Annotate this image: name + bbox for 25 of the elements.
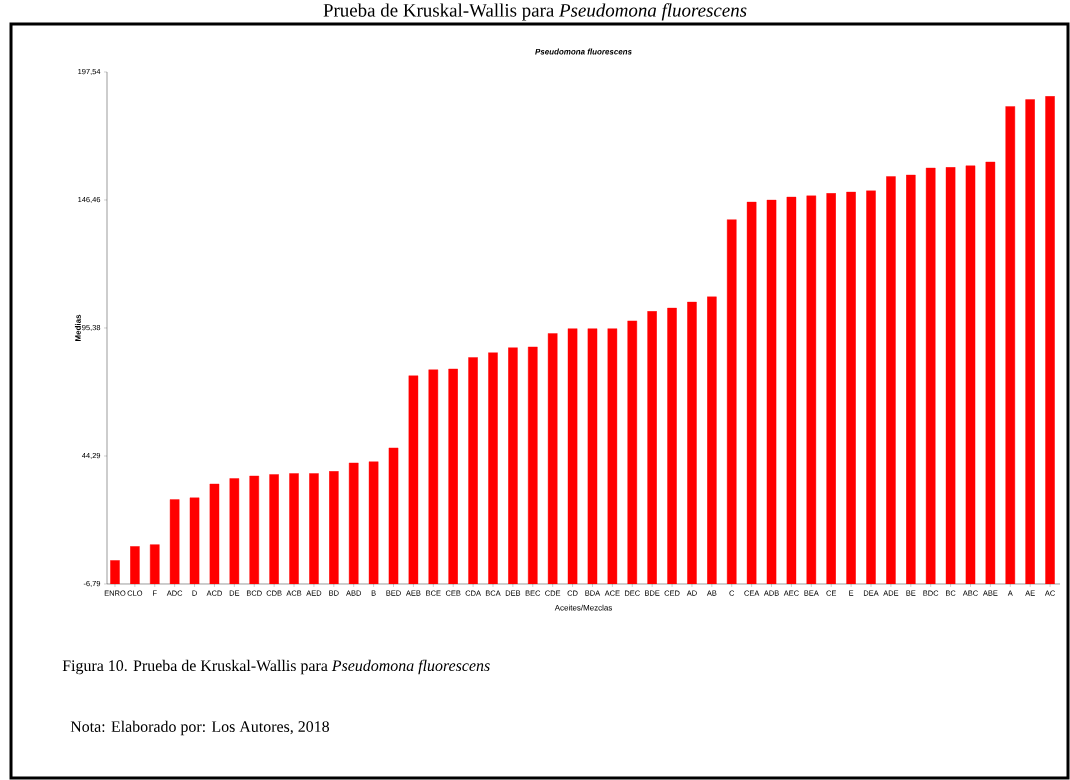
bar bbox=[1045, 96, 1055, 584]
bar bbox=[309, 473, 319, 584]
bar bbox=[1025, 99, 1035, 584]
bar bbox=[965, 165, 976, 584]
text: Figura 10. Prueba de Kruskal-Wallis para Pseudomona fluorescens bbox=[62, 659, 490, 675]
text: Nota: Elaborado por: Los Autores, 2018 bbox=[70, 720, 330, 736]
bar bbox=[488, 352, 498, 584]
bar bbox=[388, 447, 399, 584]
bar bbox=[886, 176, 896, 584]
bar bbox=[289, 473, 299, 584]
bar bbox=[448, 368, 458, 584]
bar bbox=[647, 311, 657, 584]
bar bbox=[329, 471, 339, 584]
bar bbox=[587, 328, 598, 584]
bar bbox=[508, 347, 518, 584]
bar bbox=[130, 546, 140, 584]
text: Prueba de Kruskal-Wallis para Pseudomona fluorescens bbox=[323, 3, 747, 21]
bar bbox=[707, 296, 717, 584]
bar bbox=[826, 193, 836, 584]
bar bbox=[567, 328, 578, 584]
bar bbox=[110, 560, 120, 584]
bar bbox=[189, 497, 200, 584]
bar bbox=[866, 190, 876, 584]
bar bbox=[468, 357, 478, 584]
bar bbox=[269, 474, 279, 584]
